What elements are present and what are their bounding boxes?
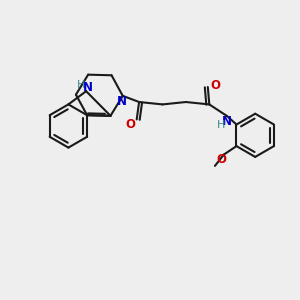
Text: O: O xyxy=(125,118,135,131)
Text: H: H xyxy=(217,120,226,130)
Text: N: N xyxy=(222,115,232,128)
Text: H: H xyxy=(76,80,85,90)
Text: N: N xyxy=(117,95,127,108)
Text: N: N xyxy=(83,81,93,94)
Text: O: O xyxy=(210,79,220,92)
Text: O: O xyxy=(217,153,226,167)
